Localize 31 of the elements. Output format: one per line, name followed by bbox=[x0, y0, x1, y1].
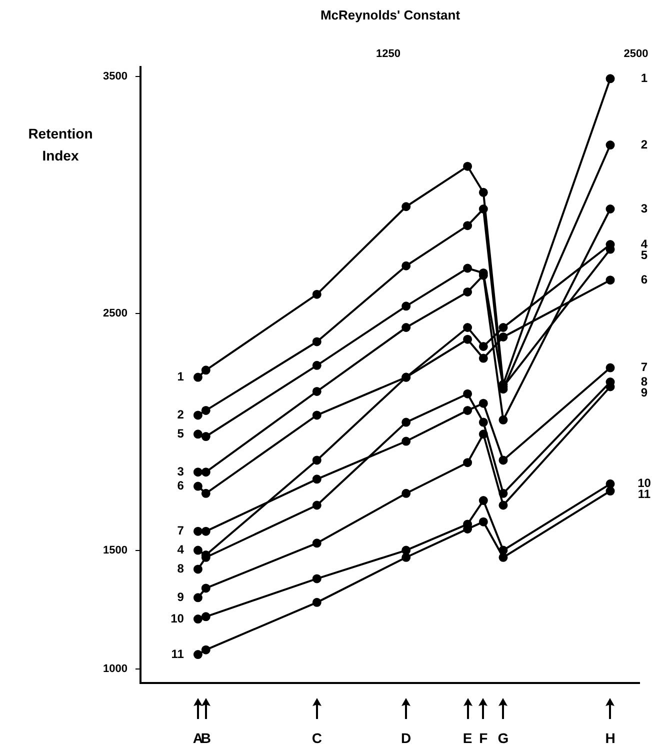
series-label: 10 bbox=[170, 611, 184, 626]
y-axis-title: Retention Index bbox=[28, 126, 93, 164]
text: H bbox=[605, 730, 616, 746]
series-label: 6 bbox=[177, 478, 184, 493]
series-label: 8 bbox=[177, 562, 184, 576]
y-tick-label: 1500 bbox=[102, 544, 128, 556]
text: G bbox=[498, 730, 509, 746]
series-label: 5 bbox=[177, 426, 184, 440]
y-tick-label: 1000 bbox=[102, 662, 128, 675]
series-label: 1 bbox=[177, 370, 184, 384]
series-label: 3 bbox=[177, 464, 184, 478]
text: C bbox=[312, 730, 322, 746]
text: 1 bbox=[640, 70, 648, 85]
text: 7 bbox=[640, 360, 648, 374]
y-tick-label: 2500 bbox=[102, 307, 128, 320]
series-label: 9 bbox=[177, 590, 184, 604]
y-tick-label: 3500 bbox=[102, 70, 128, 82]
text: 2 bbox=[640, 137, 648, 152]
text: B bbox=[200, 730, 211, 746]
series-label: 4 bbox=[177, 542, 184, 557]
series-label: 2 bbox=[177, 408, 184, 422]
text: F bbox=[479, 730, 488, 746]
text: 6 bbox=[640, 272, 648, 286]
series-label: 11 bbox=[171, 646, 184, 661]
x-tick-label: 1250 bbox=[376, 48, 400, 60]
text: D bbox=[401, 730, 412, 746]
text: E bbox=[462, 730, 472, 746]
series-label: 7 bbox=[177, 524, 184, 538]
text: A bbox=[192, 730, 204, 746]
x-axis-title: McReynolds' Constant bbox=[320, 7, 461, 22]
text: 3 bbox=[640, 201, 648, 216]
